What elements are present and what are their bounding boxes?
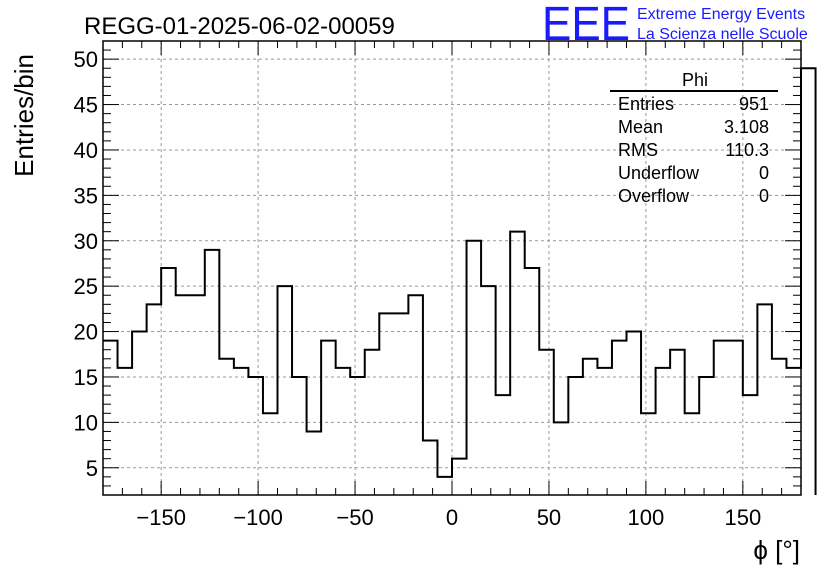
y-tick-label: 50 [74,47,98,72]
x-tick-label: −100 [233,505,283,530]
y-tick-label: 45 [74,93,98,118]
stats-label-overflow: Overflow [618,186,690,206]
x-tick-label: 150 [724,505,761,530]
y-tick-label: 25 [74,274,98,299]
stats-label-entries: Entries [618,94,674,114]
y-tick-label: 5 [86,456,98,481]
y-tick-label: 35 [74,183,98,208]
x-tick-label: −150 [136,505,186,530]
stats-value-overflow: 0 [759,186,769,206]
x-tick-label: 0 [446,505,458,530]
y-tick-label: 20 [74,320,98,345]
y-tick-label: 10 [74,410,98,435]
stats-box: Phi Entries 951 Mean 3.108 RMS 110.3 Und… [610,70,778,206]
grid-layer [103,41,801,495]
tick-layer [102,40,802,495]
tick-label-layer: −150 −100 −50 0 50 100 150 5 10 15 20 25 30 35 40 45 50 [74,47,762,530]
logo-line-1: Extreme Energy Events [637,6,805,23]
stats-value-mean: 3.108 [724,117,769,137]
plot-frame [102,40,802,496]
stats-value-underflow: 0 [759,163,769,183]
y-tick-label: 15 [74,365,98,390]
stats-label-rms: RMS [618,140,658,160]
stats-label-underflow: Underflow [618,163,700,183]
logo-line-2: La Scienza nelle Scuole [637,26,808,43]
eee-logo: EEE [542,0,630,51]
stats-value-rms: 110.3 [725,140,769,160]
y-tick-label: 40 [74,138,98,163]
y-axis-label: Entries/bin [9,54,39,177]
chart-title: REGG-01-2025-06-02-00059 [84,13,395,40]
stats-value-entries: 951 [739,94,769,114]
x-tick-label: 100 [628,505,665,530]
stats-title: Phi [682,70,708,90]
x-tick-label: −50 [336,505,373,530]
y-tick-label: 30 [74,229,98,254]
x-tick-label: 50 [537,505,561,530]
histogram-outline [103,67,817,495]
x-axis-label: ϕ [°] [753,535,800,565]
stats-label-mean: Mean [618,117,663,137]
